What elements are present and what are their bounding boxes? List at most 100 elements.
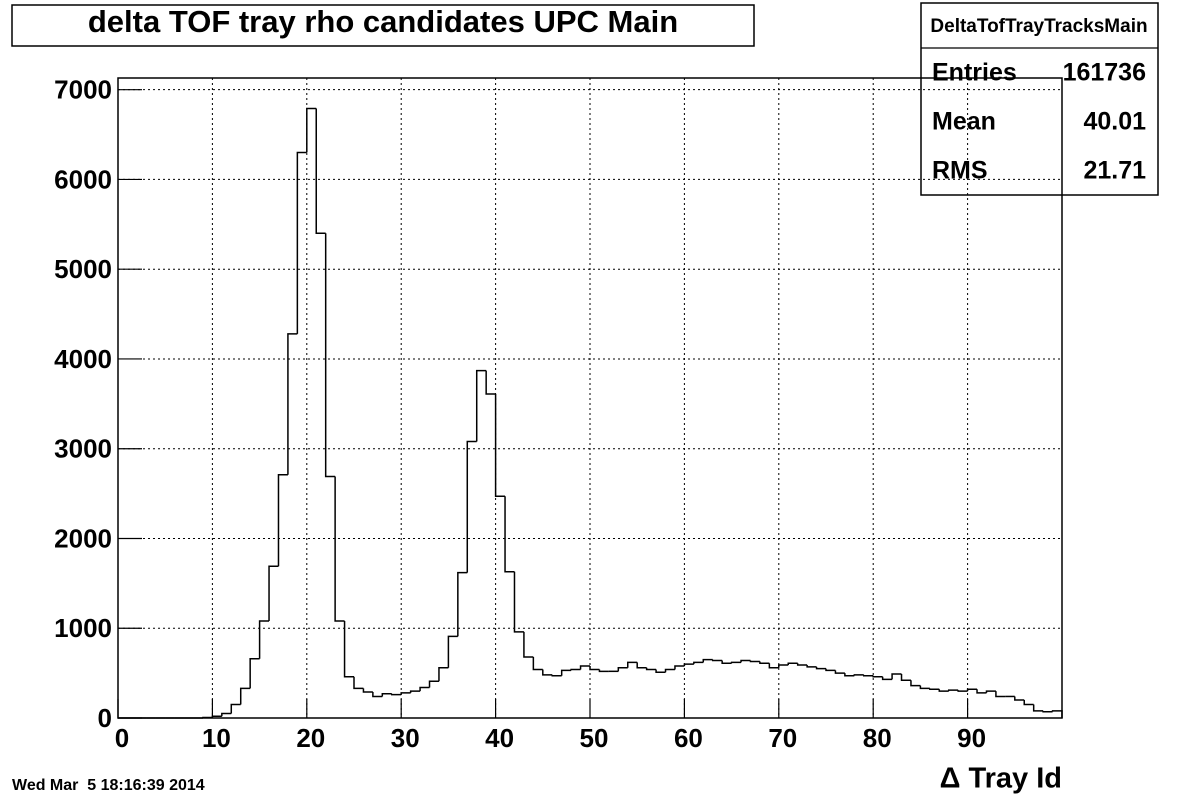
stats-value: 21.71 xyxy=(1083,157,1146,185)
histogram-bin xyxy=(439,668,448,681)
stats-value: 40.01 xyxy=(1083,108,1146,136)
histogram-bin xyxy=(807,665,816,667)
histogram-bin xyxy=(902,674,911,680)
histogram-bin xyxy=(373,692,382,696)
histogram-bin xyxy=(354,677,363,689)
histogram-bin xyxy=(345,621,354,677)
histogram-bin xyxy=(911,680,920,685)
histogram-bin xyxy=(817,667,826,669)
histogram-bin xyxy=(618,668,627,672)
histogram-bin xyxy=(401,693,410,695)
histogram-bin xyxy=(411,691,420,693)
histogram-bin xyxy=(241,688,250,704)
histogram-bin xyxy=(250,659,259,689)
histogram-bin xyxy=(382,694,391,697)
histogram-bin xyxy=(788,663,797,665)
stats-label: Entries xyxy=(932,59,1017,87)
histogram-bin xyxy=(883,677,892,680)
histogram-bin xyxy=(647,668,656,670)
histogram-bin xyxy=(458,573,467,637)
histogram-bin xyxy=(1034,705,1043,711)
histogram-bin xyxy=(939,689,948,691)
histogram-bin xyxy=(826,669,835,671)
histogram-bin xyxy=(920,686,929,689)
chart-title: delta TOF tray rho candidates UPC Main xyxy=(88,4,678,39)
histogram-bin xyxy=(1043,711,1052,712)
y-tick-label: 2000 xyxy=(54,523,112,553)
histogram-bin xyxy=(514,572,523,632)
stats-label: Mean xyxy=(932,108,996,136)
histogram-bin xyxy=(590,666,599,670)
histogram-bin xyxy=(222,714,231,717)
histogram-bin xyxy=(420,687,429,691)
histogram-bin xyxy=(543,670,552,675)
histogram-bin xyxy=(760,661,769,663)
histogram-bin xyxy=(996,691,1005,696)
histogram-bin xyxy=(467,442,476,573)
histogram-bin xyxy=(769,663,778,667)
histogram-bin xyxy=(703,660,712,663)
histogram-bin xyxy=(949,690,958,691)
histogram-bin xyxy=(430,681,439,687)
histogram-bin xyxy=(930,688,939,689)
histogram-bin xyxy=(628,662,637,667)
histogram-bin xyxy=(278,475,287,567)
x-axis-label: Δ Tray Id xyxy=(940,763,1062,795)
histogram-bin xyxy=(637,662,646,667)
stats-value: 161736 xyxy=(1063,59,1146,87)
histogram-bin xyxy=(854,675,863,676)
x-tick-label: 30 xyxy=(391,723,420,753)
y-tick-label: 6000 xyxy=(54,164,112,194)
histogram-bin xyxy=(316,109,325,234)
histogram-bin xyxy=(392,694,401,695)
histogram-bin xyxy=(873,676,882,677)
histogram-bin xyxy=(505,496,514,571)
histogram-bin xyxy=(307,109,316,153)
histogram-bin xyxy=(1015,696,1024,700)
stats-label: RMS xyxy=(932,157,988,185)
histogram-bin xyxy=(363,688,372,692)
histogram-bin xyxy=(260,621,269,659)
histogram-bin xyxy=(864,675,873,676)
histogram-bin xyxy=(486,371,495,394)
stats-name: DeltaTofTrayTracksMain xyxy=(930,16,1147,37)
y-tick-label: 4000 xyxy=(54,344,112,374)
x-tick-label: 50 xyxy=(580,723,609,753)
x-tick-label: 10 xyxy=(202,723,231,753)
y-tick-label: 3000 xyxy=(54,434,112,464)
histogram-bin xyxy=(986,691,995,693)
histogram-bin xyxy=(496,394,505,496)
x-tick-label: 70 xyxy=(768,723,797,753)
histogram-bin xyxy=(533,657,542,670)
histogram-bin xyxy=(326,233,335,476)
histogram-bin xyxy=(968,689,977,691)
histogram-bin xyxy=(835,670,844,673)
histogram-bin xyxy=(656,670,665,673)
x-tick-label: 90 xyxy=(957,723,986,753)
histogram-bin xyxy=(675,666,684,670)
histogram-bin xyxy=(722,661,731,664)
x-tick-label: 0 xyxy=(115,723,129,753)
y-tick-label: 0 xyxy=(98,703,112,733)
histogram-bin xyxy=(1024,700,1033,704)
histogram-bin xyxy=(798,663,807,665)
histogram-bin xyxy=(750,661,759,662)
histogram-bin xyxy=(477,371,486,442)
histogram-bin xyxy=(231,705,240,714)
timestamp: Wed Mar 5 18:16:39 2014 xyxy=(12,777,205,794)
histogram-bin xyxy=(581,666,590,670)
histogram-bin xyxy=(694,662,703,664)
histogram-bin xyxy=(1053,711,1062,718)
x-tick-label: 40 xyxy=(485,723,514,753)
histogram-bin xyxy=(666,670,675,673)
histogram-bin xyxy=(524,632,533,657)
histogram-bin xyxy=(684,664,693,666)
histogram-bin xyxy=(335,477,344,622)
y-tick-label: 7000 xyxy=(54,75,112,105)
y-tick-label: 5000 xyxy=(54,254,112,284)
histogram-bin xyxy=(269,566,278,621)
histogram-bin xyxy=(732,662,741,663)
x-tick-label: 80 xyxy=(863,723,892,753)
histogram-bin xyxy=(892,674,901,679)
